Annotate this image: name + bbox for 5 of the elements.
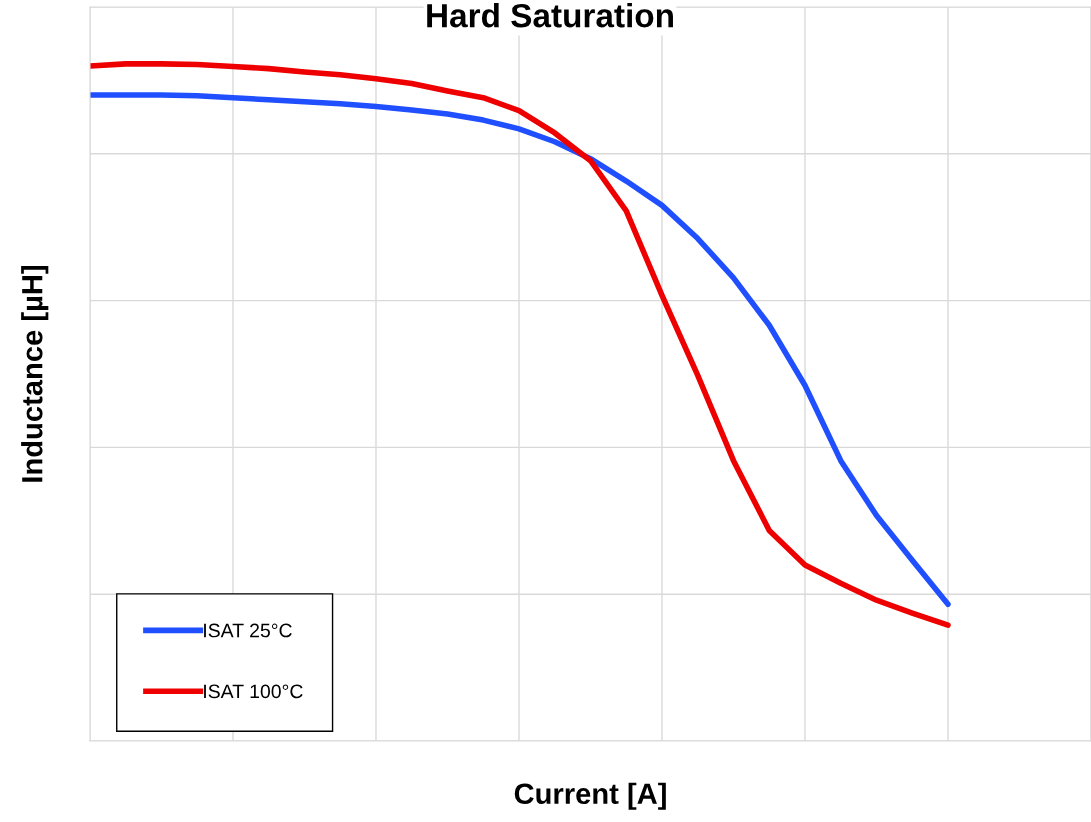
chart-title: Hard Saturation: [427, 3, 673, 28]
y-axis-title: Inductance [µH]: [21, 265, 49, 482]
legend-label: ISAT 100°C: [204, 684, 303, 699]
x-axis-title: Current [A]: [514, 782, 666, 810]
legend-label: ISAT 25°C: [204, 623, 292, 638]
